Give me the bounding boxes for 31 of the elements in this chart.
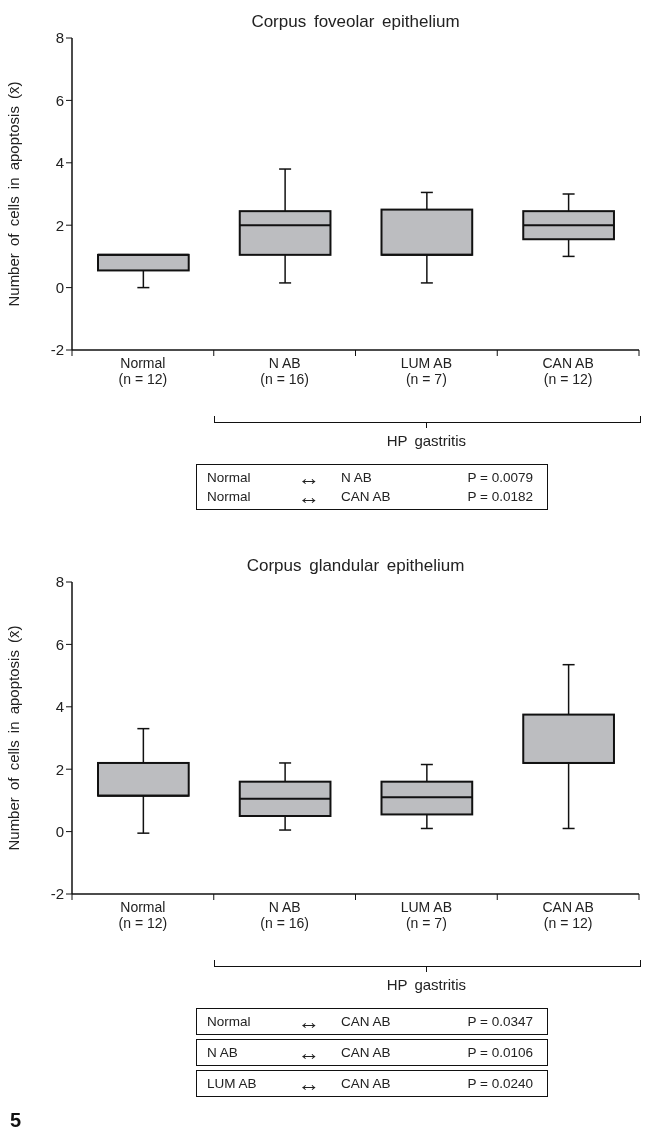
x-tick-label: CAN AB (n = 12) bbox=[542, 899, 594, 931]
y-tick-label: 8 bbox=[55, 29, 64, 47]
y-tick-label: 0 bbox=[55, 278, 64, 296]
x-tick-label: N AB (n = 16) bbox=[260, 355, 309, 387]
x-tick-label: Normal (n = 12) bbox=[118, 899, 168, 931]
text: N AB ↔ CAN AB P = 0.0106 bbox=[207, 1040, 533, 1065]
y-tick-label: 6 bbox=[55, 91, 64, 109]
y-tick-label: 6 bbox=[55, 635, 64, 653]
y-tick-label: -2 bbox=[50, 885, 64, 903]
x-tick-label: CAN AB (n = 12) bbox=[542, 355, 594, 387]
chart-title: Corpus glandular epithelium bbox=[245, 556, 466, 576]
x-tick-label: N AB (n = 16) bbox=[260, 899, 309, 931]
text: LUM AB ↔ CAN AB P = 0.0240 bbox=[207, 1071, 533, 1096]
y-axis-title: Number of cells in apoptosis (x̄) bbox=[5, 81, 23, 307]
text: HP gastritis bbox=[385, 432, 468, 449]
chart-title: Corpus foveolar epithelium bbox=[250, 12, 461, 32]
text: HP gastritis bbox=[385, 976, 468, 993]
y-tick-label: 4 bbox=[55, 698, 64, 716]
x-tick-label: Normal (n = 12) bbox=[118, 355, 168, 387]
y-tick-label: 2 bbox=[55, 760, 64, 778]
y-axis-title: Number of cells in apoptosis (x̄) bbox=[5, 625, 23, 851]
x-tick-label: LUM AB (n = 7) bbox=[400, 899, 453, 931]
text: 5 bbox=[10, 1109, 22, 1132]
y-tick-label: 2 bbox=[55, 216, 64, 234]
y-tick-label: 8 bbox=[55, 573, 64, 591]
y-tick-label: -2 bbox=[50, 341, 64, 359]
text: Normal ↔ N AB P = 0.0079 Normal ↔ CAN AB P = 0.0182 bbox=[207, 465, 533, 509]
x-tick-label: LUM AB (n = 7) bbox=[400, 355, 453, 387]
text: Normal ↔ CAN AB P = 0.0347 bbox=[207, 1009, 533, 1034]
y-tick-label: 4 bbox=[55, 154, 64, 172]
y-tick-label: 0 bbox=[55, 822, 64, 840]
